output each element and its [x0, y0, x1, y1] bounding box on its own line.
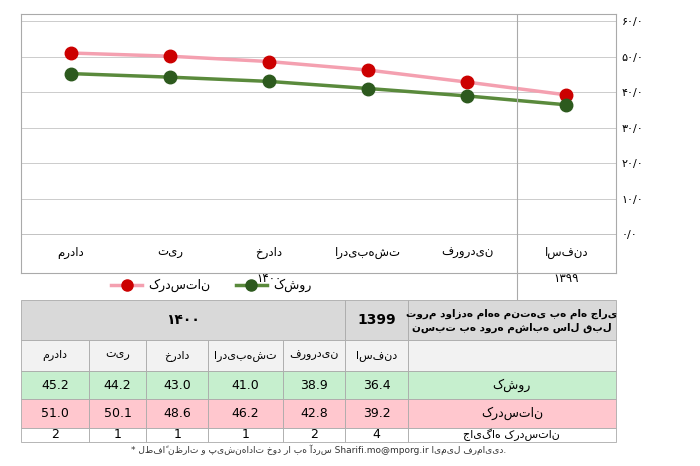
Bar: [21, 340, 90, 371]
Bar: [90, 371, 146, 399]
Text: تورم دوازده ماهه منتهی به ماه جاری: تورم دوازده ماهه منتهی به ماه جاری: [406, 309, 617, 319]
Bar: [283, 428, 345, 442]
Bar: [90, 399, 146, 428]
Bar: [146, 399, 209, 428]
Text: کردستان: کردستان: [481, 407, 543, 420]
Text: خرداد: خرداد: [256, 246, 283, 259]
Bar: [90, 340, 146, 371]
Legend: کردستان, کشور: کردستان, کشور: [106, 274, 316, 297]
Text: ۱۴۰۰: ۱۴۰۰: [256, 272, 281, 285]
Bar: [407, 371, 616, 399]
Text: * لطفاً نظرات و پیشنهادات خود را به آدرس Sharifi.mo@mporg.ir ایمیل فرمایید.: * لطفاً نظرات و پیشنهادات خود را به آدرس…: [131, 445, 506, 455]
Bar: [209, 399, 283, 428]
Text: فروردین: فروردین: [289, 350, 339, 360]
Text: ۱۳۹۹: ۱۳۹۹: [554, 272, 579, 285]
Bar: [21, 399, 90, 428]
Bar: [407, 300, 616, 340]
Text: 41.0: 41.0: [232, 379, 260, 392]
Text: مرداد: مرداد: [43, 350, 68, 361]
Bar: [90, 428, 146, 442]
Bar: [21, 371, 90, 399]
Bar: [345, 399, 407, 428]
Bar: [345, 300, 407, 340]
Text: تیر: تیر: [105, 350, 130, 360]
Text: فروردین: فروردین: [441, 246, 494, 259]
Bar: [407, 340, 616, 371]
Text: 44.2: 44.2: [104, 379, 132, 392]
Text: 51.0: 51.0: [41, 407, 69, 420]
Text: 2: 2: [51, 428, 59, 441]
Text: اردیبهشت: اردیبهشت: [214, 350, 277, 361]
Bar: [283, 371, 345, 399]
Text: 45.2: 45.2: [41, 379, 69, 392]
Bar: [407, 428, 616, 442]
Text: 48.6: 48.6: [163, 407, 191, 420]
Text: 1: 1: [113, 428, 122, 441]
Bar: [21, 428, 90, 442]
Text: مرداد: مرداد: [57, 246, 84, 259]
Text: 1: 1: [241, 428, 250, 441]
Bar: [345, 340, 407, 371]
Text: جایگاه کردستان: جایگاه کردستان: [463, 429, 560, 441]
Text: 38.9: 38.9: [300, 379, 328, 392]
Text: 46.2: 46.2: [232, 407, 260, 420]
Text: 39.2: 39.2: [363, 407, 391, 420]
Bar: [345, 428, 407, 442]
Text: 42.8: 42.8: [300, 407, 328, 420]
Bar: [209, 340, 283, 371]
Text: 36.4: 36.4: [363, 379, 391, 392]
Text: ۱۴۰۰: ۱۴۰۰: [166, 313, 200, 327]
Text: 50.1: 50.1: [104, 407, 132, 420]
Text: 43.0: 43.0: [163, 379, 191, 392]
Bar: [209, 371, 283, 399]
Text: خرداد: خرداد: [164, 350, 190, 361]
Text: 2: 2: [310, 428, 318, 441]
Text: تیر: تیر: [157, 246, 183, 259]
Bar: [283, 399, 345, 428]
Bar: [146, 340, 209, 371]
Text: 1399: 1399: [357, 313, 395, 327]
Text: 4: 4: [372, 428, 381, 441]
Bar: [21, 300, 345, 340]
Text: 1: 1: [174, 428, 181, 441]
Bar: [209, 428, 283, 442]
Bar: [283, 340, 345, 371]
Text: کشور: کشور: [493, 378, 531, 392]
Text: اسفند: اسفند: [356, 350, 397, 361]
Bar: [146, 428, 209, 442]
Bar: [345, 371, 407, 399]
Bar: [146, 371, 209, 399]
Bar: [407, 399, 616, 428]
Text: اسفند: اسفند: [545, 246, 588, 259]
Text: اردیبهشت: اردیبهشت: [335, 246, 401, 259]
Text: نسبت به دوره مشابه سال قبل: نسبت به دوره مشابه سال قبل: [412, 323, 612, 333]
